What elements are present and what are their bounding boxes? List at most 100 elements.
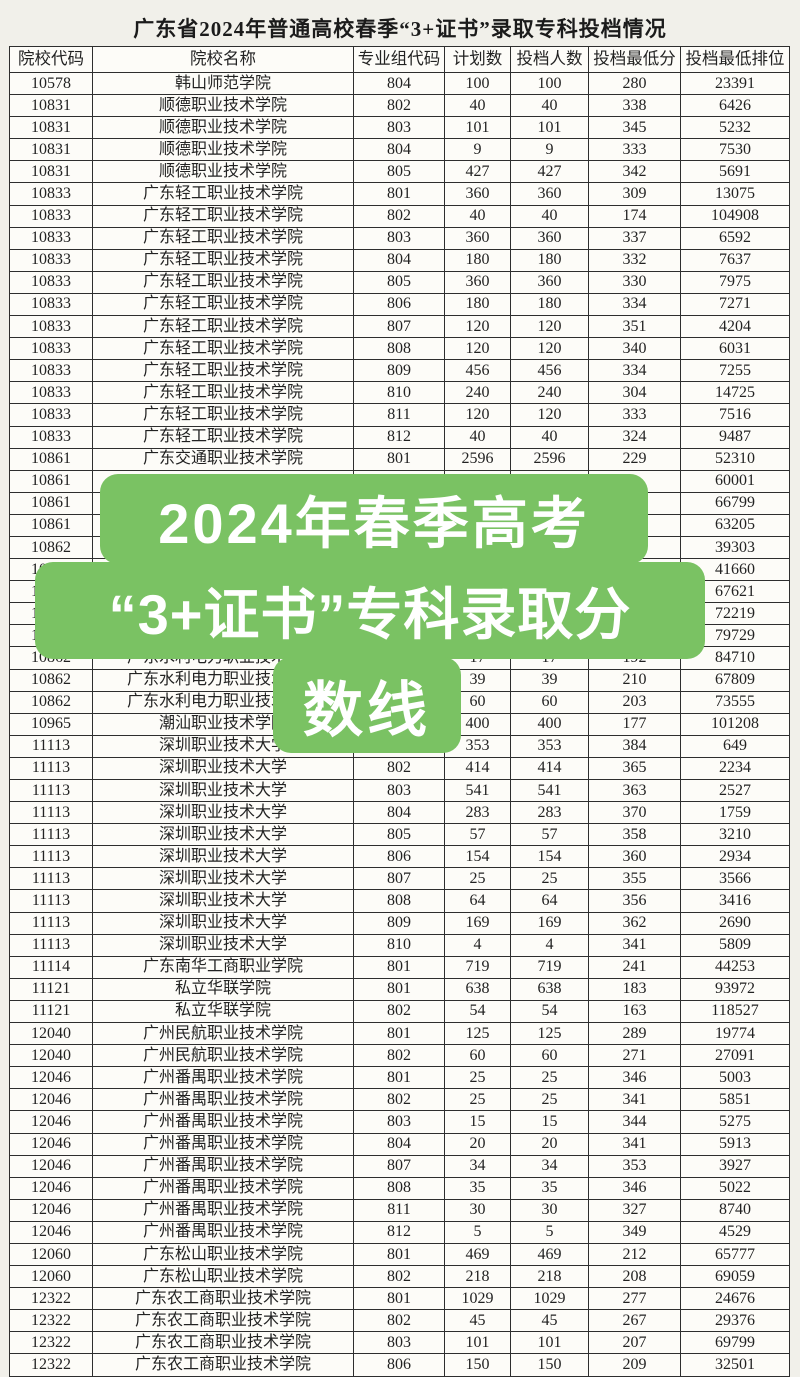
cell-group-code: 803 xyxy=(353,1110,445,1134)
cell-filed-count: 150 xyxy=(510,1353,589,1377)
column-header-college-name: 院校名称 xyxy=(92,46,354,73)
cell-min-score: 349 xyxy=(588,1220,681,1244)
table-row: 12046 广州番禺职业技术学院 807 34 34 353 3927 xyxy=(9,1154,790,1178)
cell-min-score: 351 xyxy=(588,315,681,339)
cell-college-code: 11113 xyxy=(9,823,93,847)
cell-group-code: 801 xyxy=(353,1022,445,1046)
cell-min-score: 267 xyxy=(588,1309,681,1333)
cell-college-name: 广东轻工职业技术学院 xyxy=(92,359,354,383)
table-row: 12046 广州番禺职业技术学院 804 20 20 341 5913 xyxy=(9,1132,790,1156)
cell-college-code: 12046 xyxy=(9,1176,93,1200)
cell-group-code: 808 xyxy=(353,1176,445,1200)
cell-college-name: 深圳职业技术大学 xyxy=(92,801,354,825)
table-row: 12046 广州番禺职业技术学院 812 5 5 349 4529 xyxy=(9,1220,790,1244)
cell-plan-count: 360 xyxy=(444,270,511,294)
cell-min-rank: 44253 xyxy=(680,955,790,979)
cell-min-score: 384 xyxy=(588,734,681,758)
cell-min-rank: 5913 xyxy=(680,1132,790,1156)
cell-group-code: 801 xyxy=(353,1287,445,1311)
cell-min-score: 177 xyxy=(588,712,681,736)
cell-college-name: 顺德职业技术学院 xyxy=(92,160,354,184)
table-row: 10833 广东轻工职业技术学院 801 360 360 309 13075 xyxy=(9,182,790,206)
cell-min-rank: 5003 xyxy=(680,1066,790,1090)
cell-college-name: 深圳职业技术大学 xyxy=(92,867,354,891)
cell-group-code: 804 xyxy=(353,71,445,96)
cell-college-code: 10833 xyxy=(9,337,93,361)
column-header-min-rank: 投档最低排位 xyxy=(680,46,790,73)
cell-group-code: 804 xyxy=(353,138,445,162)
cell-min-score: 207 xyxy=(588,1331,681,1355)
cell-min-score: 163 xyxy=(588,999,681,1024)
table-row: 10833 广东轻工职业技术学院 808 120 120 340 6031 xyxy=(9,337,790,361)
cell-college-name: 广州番禺职业技术学院 xyxy=(92,1066,354,1090)
cell-plan-count: 40 xyxy=(444,204,511,228)
cell-filed-count: 469 xyxy=(510,1242,589,1267)
cell-plan-count: 218 xyxy=(444,1265,511,1289)
cell-min-score: 332 xyxy=(588,248,681,272)
cell-college-code: 11113 xyxy=(9,734,93,758)
cell-min-score: 304 xyxy=(588,381,681,405)
cell-min-score: 324 xyxy=(588,425,681,449)
cell-min-rank: 65777 xyxy=(680,1242,790,1267)
cell-min-rank: 72219 xyxy=(680,602,790,626)
cell-group-code: 809 xyxy=(353,911,445,935)
cell-filed-count: 25 xyxy=(510,867,589,891)
cell-min-rank: 2690 xyxy=(680,911,790,935)
cell-college-name: 广州番禺职业技术学院 xyxy=(92,1176,354,1200)
cell-min-score: 363 xyxy=(588,778,681,803)
cell-filed-count: 353 xyxy=(510,734,589,758)
cell-college-code: 10833 xyxy=(9,292,93,317)
cell-plan-count: 120 xyxy=(444,337,511,361)
cell-group-code: 810 xyxy=(353,381,445,405)
cell-college-name: 深圳职业技术大学 xyxy=(92,778,354,803)
cell-plan-count: 360 xyxy=(444,226,511,250)
cell-min-rank: 67809 xyxy=(680,668,790,692)
cell-plan-count: 101 xyxy=(444,1331,511,1355)
cell-group-code: 802 xyxy=(353,1309,445,1333)
cell-min-score: 209 xyxy=(588,1353,681,1377)
cell-college-name: 广东轻工职业技术学院 xyxy=(92,292,354,317)
table-row: 11113 深圳职业技术大学 803 541 541 363 2527 xyxy=(9,778,790,803)
cell-college-name: 深圳职业技术大学 xyxy=(92,845,354,869)
cell-college-name: 深圳职业技术大学 xyxy=(92,823,354,847)
cell-plan-count: 34 xyxy=(444,1154,511,1178)
cell-college-code: 11113 xyxy=(9,778,93,803)
cell-min-score: 210 xyxy=(588,668,681,692)
green-banner-line-2: “3+证书”专科录取分 xyxy=(35,562,705,659)
cell-filed-count: 45 xyxy=(510,1309,589,1333)
cell-filed-count: 40 xyxy=(510,94,589,118)
cell-college-code: 10833 xyxy=(9,381,93,405)
cell-college-name: 广东农工商职业技术学院 xyxy=(92,1287,354,1311)
table-row: 12046 广州番禺职业技术学院 811 30 30 327 8740 xyxy=(9,1198,790,1222)
cell-min-rank: 7271 xyxy=(680,292,790,317)
cell-group-code: 811 xyxy=(353,403,445,427)
cell-min-score: 365 xyxy=(588,756,681,781)
table-row: 12040 广州民航职业技术学院 802 60 60 271 27091 xyxy=(9,1044,790,1068)
cell-filed-count: 20 xyxy=(510,1132,589,1156)
cell-min-rank: 67621 xyxy=(680,580,790,604)
cell-min-rank: 5809 xyxy=(680,933,790,957)
cell-college-name: 广东轻工职业技术学院 xyxy=(92,182,354,206)
cell-plan-count: 1029 xyxy=(444,1287,511,1311)
cell-min-score: 334 xyxy=(588,292,681,317)
table-row: 12060 广东松山职业技术学院 801 469 469 212 65777 xyxy=(9,1242,790,1267)
cell-group-code: 812 xyxy=(353,425,445,449)
table-row: 11113 深圳职业技术大学 804 283 283 370 1759 xyxy=(9,801,790,825)
cell-min-rank: 14725 xyxy=(680,381,790,405)
cell-college-code: 11113 xyxy=(9,801,93,825)
cell-filed-count: 283 xyxy=(510,801,589,825)
cell-group-code: 808 xyxy=(353,889,445,913)
table-row: 11113 深圳职业技术大学 808 64 64 356 3416 xyxy=(9,889,790,913)
cell-filed-count: 638 xyxy=(510,977,589,1001)
cell-min-rank: 39303 xyxy=(680,535,790,560)
cell-plan-count: 45 xyxy=(444,1309,511,1333)
cell-min-score: 229 xyxy=(588,447,681,471)
cell-min-rank: 649 xyxy=(680,734,790,758)
cell-min-rank: 60001 xyxy=(680,469,790,493)
green-banner-line-3: 数线 xyxy=(273,657,461,753)
cell-min-rank: 7255 xyxy=(680,359,790,383)
cell-college-code: 10833 xyxy=(9,403,93,427)
cell-group-code: 802 xyxy=(353,94,445,118)
cell-college-code: 12060 xyxy=(9,1265,93,1289)
cell-college-code: 10861 xyxy=(9,469,93,493)
